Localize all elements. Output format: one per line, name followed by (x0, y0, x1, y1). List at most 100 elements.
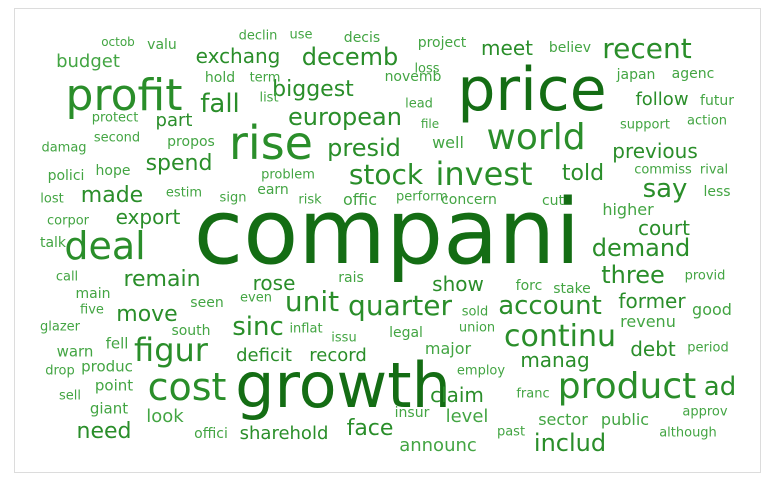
word-less: less (703, 184, 731, 200)
word-union: union (458, 320, 496, 336)
word-quarter: quarter (348, 289, 452, 322)
word-revenu: revenu (620, 312, 676, 331)
word-seen: seen (190, 295, 224, 311)
word-point: point (94, 376, 134, 395)
word-concern: concern (441, 192, 497, 208)
word-price: price (457, 55, 607, 125)
word-court: court (638, 216, 690, 240)
word-growth: growth (235, 349, 451, 422)
word-produc: produc (81, 357, 133, 376)
word-loss: loss (414, 61, 440, 77)
word-rose: rose (252, 271, 296, 295)
word-say: say (642, 174, 688, 204)
word-world: world (486, 117, 586, 158)
word-remain: remain (123, 267, 201, 292)
word-risk: risk (298, 192, 322, 208)
word-file: file (420, 117, 440, 131)
word-giant: giant (89, 399, 129, 418)
word-glazer: glazer (40, 319, 80, 335)
word-good: good (692, 300, 732, 319)
word-sharehold: sharehold (239, 423, 329, 444)
word-futur: futur (700, 93, 734, 109)
word-corpor: corpor (47, 213, 89, 229)
word-estim: estim (165, 185, 203, 201)
word-call: call (55, 269, 79, 285)
word-figur: figur (134, 331, 208, 369)
word-perform: perform (396, 189, 448, 205)
word-lost: lost (40, 191, 64, 207)
word-need: need (76, 419, 132, 444)
word-continu: continu (504, 319, 616, 354)
word-novemb: novemb (384, 69, 442, 85)
word-follow: follow (635, 89, 689, 110)
word-deal: deal (64, 224, 146, 268)
word-spend: spend (145, 151, 213, 176)
word-lead: lead (405, 96, 433, 112)
word-cut: cut (541, 193, 565, 209)
word-although: although (659, 425, 717, 441)
word-cloud-frame (14, 8, 761, 473)
word-ad: ad (703, 372, 737, 402)
word-problem: problem (261, 167, 315, 183)
word-cost: cost (147, 365, 227, 409)
word-public: public (600, 410, 650, 429)
word-second: second (93, 130, 141, 146)
word-move: move (116, 302, 178, 327)
word-offici: offici (194, 426, 228, 442)
word-octob: octob (101, 35, 135, 49)
word-companies: compani (193, 180, 581, 285)
word-level: level (445, 406, 489, 427)
word-budget: budget (56, 51, 120, 72)
word-provid: provid (684, 268, 726, 284)
word-show: show (432, 272, 484, 296)
word-recent: recent (602, 32, 692, 65)
word-talk: talk (39, 235, 67, 251)
word-fell: fell (105, 334, 129, 353)
word-announc: announc (399, 435, 477, 456)
word-offic: offic (342, 190, 378, 209)
word-agenc: agenc (671, 66, 715, 82)
word-previous: previous (612, 139, 698, 163)
word-unit: unit (284, 285, 340, 318)
word-account: account (498, 291, 602, 321)
word-propos: propos (167, 134, 215, 150)
word-issu: issu (331, 330, 357, 346)
word-decemb: decemb (301, 43, 399, 71)
word-earn: earn (257, 182, 289, 198)
word-term: term (249, 70, 281, 86)
word-export: export (115, 205, 181, 229)
word-three: three (601, 261, 665, 289)
word-meet: meet (481, 36, 533, 60)
word-polici: polici (47, 168, 85, 184)
word-profit: profit (65, 70, 183, 121)
word-commiss: commiss (634, 162, 692, 178)
word-past: past (496, 424, 526, 440)
word-european: european (288, 103, 402, 131)
word-support: support (620, 117, 670, 133)
word-project: project (417, 35, 467, 51)
word-major: major (424, 339, 472, 358)
word-sector: sector (538, 410, 588, 429)
word-decis: decis (343, 30, 381, 46)
word-insur: insur (394, 405, 430, 421)
word-higher: higher (602, 200, 654, 219)
word-sign: sign (219, 190, 247, 206)
word-action: action (686, 113, 728, 129)
word-well: well (432, 133, 464, 152)
word-biggest: biggest (272, 77, 354, 102)
word-claim: claim (430, 383, 484, 407)
word-even: even (240, 290, 272, 306)
word-five: five (80, 302, 104, 318)
word-part: part (155, 110, 193, 131)
word-drop: drop (45, 363, 75, 379)
word-includ: includ (533, 429, 607, 457)
word-japan: japan (616, 67, 656, 83)
word-valu: valu (147, 37, 177, 53)
word-fall: fall (200, 89, 240, 119)
word-presid: presid (327, 134, 401, 162)
word-period: period (687, 340, 729, 356)
word-hope: hope (95, 163, 131, 179)
word-sell: sell (59, 388, 81, 404)
word-protect: protect (91, 110, 139, 126)
